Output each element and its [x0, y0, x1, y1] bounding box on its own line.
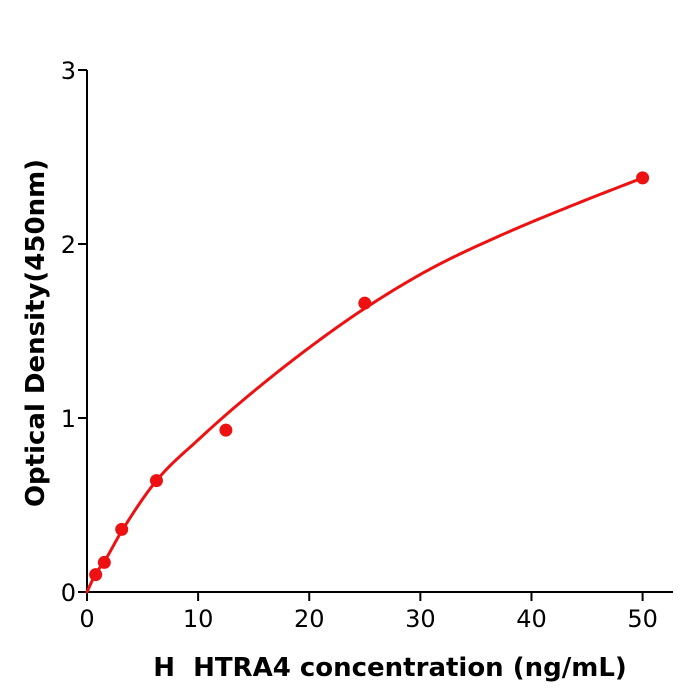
data-point: [97, 555, 111, 569]
data-point: [89, 568, 103, 582]
y-tick-label: 3: [61, 57, 76, 85]
x-tick-label: 10: [183, 605, 214, 633]
data-point: [219, 423, 233, 437]
x-axis-title: H HTRA4 concentration (ng/mL): [153, 653, 627, 683]
plot-area: 0 10 20 30 40 50 0 1 2 3 H HTRA4 concentration (ng…: [21, 57, 673, 683]
x-tick-label: 50: [627, 605, 658, 633]
x-tick-label: 20: [294, 605, 325, 633]
y-axis-title: Optical Density(450nm): [21, 159, 51, 507]
y-tick-label: 1: [61, 405, 76, 433]
x-tick-label: 0: [79, 605, 94, 633]
fit-curve-line: [85, 176, 645, 594]
data-point: [636, 171, 650, 185]
y-tick-label: 2: [61, 231, 76, 259]
x-tick-label: 40: [516, 605, 547, 633]
x-tick-label: 30: [405, 605, 436, 633]
data-point: [115, 522, 129, 536]
data-point: [149, 474, 163, 488]
y-tick-label: 0: [61, 579, 76, 607]
data-point: [358, 296, 372, 310]
